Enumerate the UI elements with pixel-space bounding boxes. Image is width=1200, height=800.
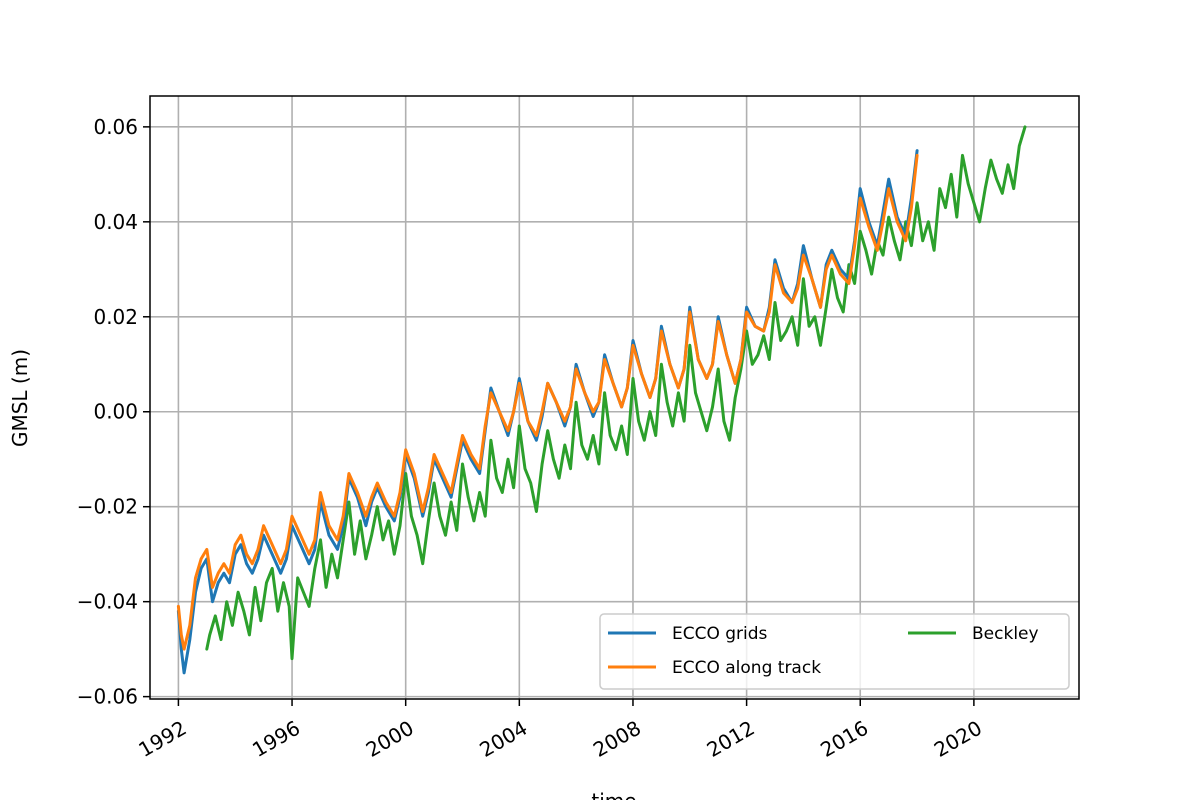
y-tick-label: 0.04 xyxy=(93,210,138,234)
y-tick-label: 0.02 xyxy=(93,305,138,329)
series-lines xyxy=(176,125,1027,675)
series-line-beckley xyxy=(205,125,1027,661)
y-axis-label: GMSL (m) xyxy=(8,349,32,447)
legend: ECCO grids ECCO along track Beckley xyxy=(599,613,1070,690)
x-axis-label: time xyxy=(591,789,636,800)
plot-frame xyxy=(149,95,1080,700)
y-tick-label: −0.06 xyxy=(77,685,138,709)
y-tick-label: 0.06 xyxy=(93,115,138,139)
y-tick-label: 0.00 xyxy=(93,400,138,424)
legend-label: Beckley xyxy=(972,624,1039,644)
legend-label: ECCO grids xyxy=(672,624,768,644)
legend-label: ECCO along track xyxy=(672,658,821,678)
y-tick-label: −0.02 xyxy=(77,495,138,519)
y-tick-label: −0.04 xyxy=(77,590,138,614)
series-line-ecco-along-track xyxy=(176,153,919,651)
grid xyxy=(150,96,1079,699)
